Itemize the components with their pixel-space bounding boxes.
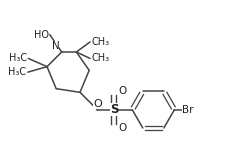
Text: CH₃: CH₃ <box>91 37 109 47</box>
Text: H₃C: H₃C <box>8 67 26 77</box>
Text: S: S <box>109 103 118 116</box>
Text: H₃C: H₃C <box>9 53 27 63</box>
Text: HO: HO <box>34 30 49 40</box>
Text: O: O <box>93 99 101 109</box>
Text: Br: Br <box>181 105 193 115</box>
Text: N: N <box>52 41 59 51</box>
Text: O: O <box>117 86 126 96</box>
Text: CH₃: CH₃ <box>91 53 109 63</box>
Text: O: O <box>117 123 126 133</box>
